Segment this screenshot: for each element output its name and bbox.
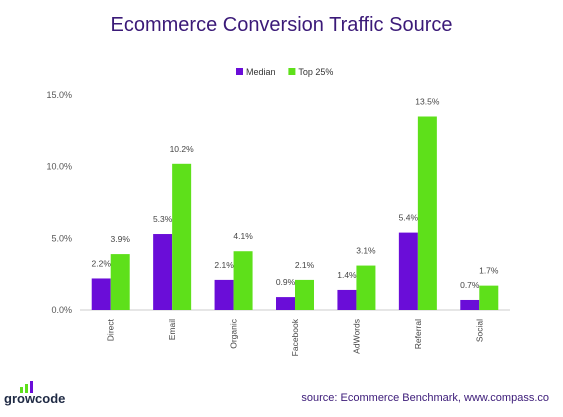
x-tick-label-email: Email	[167, 319, 177, 340]
data-label-median-email: 5.3%	[153, 214, 173, 224]
data-label-median-social: 0.7%	[460, 280, 480, 290]
legend-label-top25: Top 25%	[298, 67, 333, 77]
y-tick-label: 5.0%	[51, 233, 72, 243]
data-label-top25-social: 1.7%	[479, 266, 499, 276]
legend-label-median: Median	[246, 67, 276, 77]
bar-median-email	[153, 234, 173, 310]
bar-top25-facebook	[295, 279, 314, 310]
bar-median-referral	[398, 232, 418, 310]
data-label-median-referral: 5.4%	[399, 213, 419, 223]
legend-swatch-median	[236, 68, 243, 75]
data-label-top25-adwords: 3.1%	[356, 246, 376, 256]
data-label-median-facebook: 0.9%	[276, 277, 296, 287]
brand-name: growcode	[4, 391, 66, 406]
x-tick-label-adwords: AdWords	[351, 319, 361, 354]
legend-swatch-top25	[288, 68, 296, 75]
data-label-top25-direct: 3.9%	[111, 234, 131, 244]
data-label-median-direct: 2.2%	[92, 258, 112, 268]
x-tick-label-direct: Direct	[106, 318, 116, 341]
bar-median-direct	[91, 278, 111, 310]
y-tick-label: 15.0%	[46, 90, 72, 100]
source-note: source: Ecommerce Benchmark, www.compass…	[301, 392, 549, 404]
bar-top25-email	[172, 163, 192, 310]
data-label-top25-referral: 13.5%	[415, 97, 440, 107]
bar-top25-referral	[417, 116, 437, 310]
y-tick-label: 0.0%	[51, 305, 72, 315]
bar-median-social	[460, 299, 480, 310]
bar-median-adwords	[337, 289, 357, 310]
growcode-logo-icon	[20, 381, 33, 393]
x-tick-label-referral: Referral	[413, 319, 423, 349]
x-tick-label-facebook: Facebook	[290, 318, 300, 356]
data-label-top25-organic: 4.1%	[233, 231, 253, 241]
bar-median-facebook	[276, 297, 295, 310]
y-tick-label: 10.0%	[46, 162, 72, 172]
chart-title: Ecommerce Conversion Traffic Source	[110, 14, 453, 36]
data-label-top25-facebook: 2.1%	[295, 260, 315, 270]
bar-top25-social	[479, 285, 499, 310]
bar-median-organic	[214, 279, 234, 310]
x-tick-label-organic: Organic	[229, 318, 239, 349]
bar-top25-organic	[233, 251, 253, 310]
data-label-median-organic: 2.1%	[214, 260, 234, 270]
data-label-median-adwords: 1.4%	[337, 270, 357, 280]
data-label-top25-email: 10.2%	[170, 144, 195, 154]
bar-top25-adwords	[356, 265, 376, 310]
x-tick-label-social: Social	[474, 319, 484, 342]
bar-top25-direct	[110, 254, 130, 310]
